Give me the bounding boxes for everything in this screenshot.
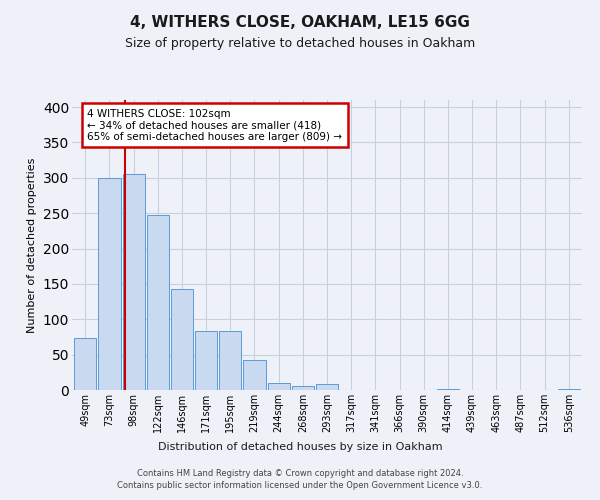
- Bar: [244, 360, 266, 390]
- Bar: [268, 383, 290, 390]
- Bar: [557, 388, 580, 390]
- Bar: [195, 332, 217, 390]
- Text: Distribution of detached houses by size in Oakham: Distribution of detached houses by size …: [158, 442, 442, 452]
- Text: Contains HM Land Registry data © Crown copyright and database right 2024.
Contai: Contains HM Land Registry data © Crown c…: [118, 469, 482, 490]
- Bar: [98, 178, 121, 390]
- Text: 4 WITHERS CLOSE: 102sqm
← 34% of detached houses are smaller (418)
65% of semi-d: 4 WITHERS CLOSE: 102sqm ← 34% of detache…: [88, 108, 342, 142]
- Y-axis label: Number of detached properties: Number of detached properties: [27, 158, 37, 332]
- Bar: [316, 384, 338, 390]
- Bar: [292, 386, 314, 390]
- Bar: [437, 388, 459, 390]
- Bar: [171, 289, 193, 390]
- Text: 4, WITHERS CLOSE, OAKHAM, LE15 6GG: 4, WITHERS CLOSE, OAKHAM, LE15 6GG: [130, 15, 470, 30]
- Bar: [74, 338, 97, 390]
- Bar: [146, 214, 169, 390]
- Text: Size of property relative to detached houses in Oakham: Size of property relative to detached ho…: [125, 38, 475, 51]
- Bar: [122, 174, 145, 390]
- Bar: [219, 332, 241, 390]
